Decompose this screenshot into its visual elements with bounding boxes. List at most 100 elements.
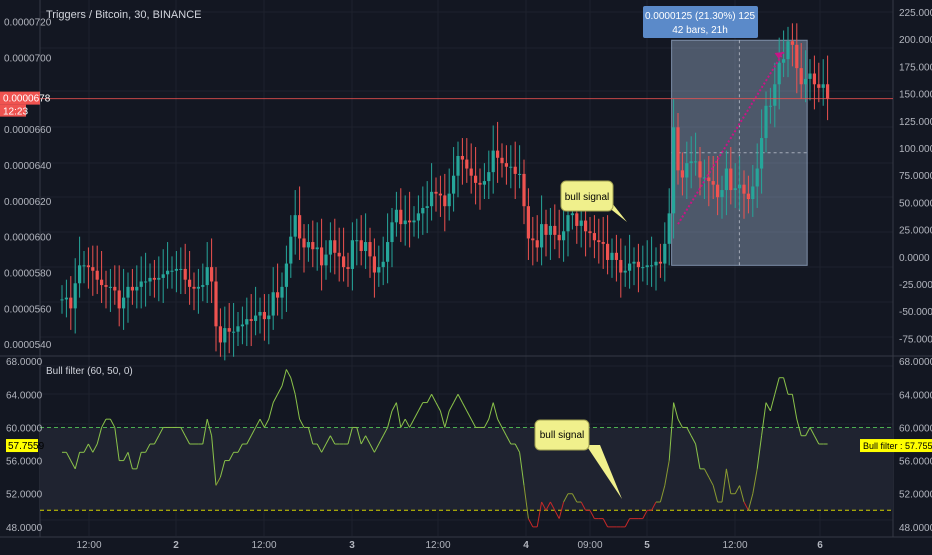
- indicator-segment: [739, 485, 745, 503]
- candle-body: [350, 240, 354, 269]
- indicator-segment: [492, 402, 499, 420]
- right-tick-label: 150.0000: [899, 90, 932, 101]
- candle-body: [69, 297, 73, 309]
- chart-title: Triggers / Bitcoin, 30, BINANCE: [46, 9, 202, 21]
- candle-body: [711, 181, 715, 185]
- indicator-segment: [127, 452, 133, 470]
- candle-body: [130, 286, 134, 291]
- candle-body: [636, 261, 640, 268]
- indicator-segment: [673, 402, 679, 420]
- indicator-segment: [805, 427, 811, 436]
- candle-body: [491, 150, 495, 173]
- ind-right-tick: 52.0000: [899, 490, 932, 501]
- indicator-segment: [329, 435, 336, 445]
- candle-body: [628, 263, 632, 271]
- candle-body: [623, 270, 627, 273]
- indicator-segment: [277, 385, 283, 395]
- indicator-segment: [536, 501, 543, 527]
- indicator-segment: [783, 377, 789, 395]
- indicator-segment: [721, 468, 727, 503]
- time-tick-label: 2: [173, 540, 179, 550]
- indicator-segment: [488, 402, 494, 420]
- candle-body: [179, 268, 183, 270]
- indicator-segment: [369, 443, 375, 453]
- callout-box: [534, 419, 590, 451]
- candle-body: [337, 252, 341, 257]
- ind-left-tag-text: 57.7559: [8, 441, 45, 452]
- candle-body: [408, 220, 412, 223]
- candle-body: [390, 222, 394, 243]
- indicator-segment: [158, 427, 164, 436]
- candle-body: [526, 206, 530, 239]
- candle-body: [773, 84, 777, 106]
- candle-body: [78, 265, 82, 284]
- candle-body: [113, 286, 117, 291]
- indicator-segment: [356, 427, 362, 445]
- candle-body: [271, 292, 275, 316]
- candle-body: [522, 173, 526, 207]
- right-tick-label: 100.0000: [899, 144, 932, 155]
- indicator-segment: [382, 427, 389, 436]
- candle-body: [619, 259, 623, 273]
- candle-body: [606, 243, 610, 260]
- candle-body: [223, 328, 227, 343]
- indicator-segment: [703, 468, 710, 478]
- time-tick-label: 5: [644, 540, 650, 550]
- candle-body: [707, 177, 711, 182]
- indicator-segment: [765, 402, 771, 412]
- indicator-segment: [387, 410, 393, 428]
- candle-body: [641, 267, 645, 269]
- candle-body: [804, 78, 808, 85]
- indicator-segment: [294, 394, 301, 420]
- indicator-segment: [153, 435, 160, 445]
- indicator-segment: [686, 427, 692, 436]
- candle-body: [183, 268, 187, 280]
- indicator-segment: [395, 402, 402, 428]
- candle-body: [381, 261, 385, 268]
- candle-body: [566, 215, 570, 232]
- indicator-segment: [263, 418, 270, 428]
- indicator-segment: [426, 394, 433, 403]
- indicator-segment: [761, 402, 767, 436]
- candle-body: [346, 267, 350, 269]
- candle-body: [540, 224, 544, 248]
- candle-body: [768, 105, 772, 107]
- indicator-segment: [87, 443, 94, 453]
- candle-body: [588, 231, 592, 234]
- ind-left-tick: 60.0000: [6, 423, 43, 434]
- candle-body: [610, 252, 614, 260]
- indicator-segment: [255, 418, 261, 428]
- indicator-segment: [747, 493, 754, 511]
- candle-body: [764, 105, 768, 139]
- candle-body: [122, 297, 126, 309]
- candle-body: [518, 173, 522, 175]
- indicator-segment: [483, 418, 490, 428]
- ind-left-tick: 64.0000: [6, 390, 43, 401]
- candle-body: [790, 41, 794, 45]
- candle-body: [210, 267, 214, 282]
- indicator-segment: [373, 443, 380, 453]
- measure-label-line2: 42 bars, 21h: [672, 25, 728, 36]
- indicator-segment: [813, 435, 820, 445]
- indicator-segment: [202, 419, 208, 445]
- candle-body: [254, 315, 258, 321]
- candle-body: [240, 324, 244, 327]
- indicator-segment: [259, 418, 265, 428]
- candle-body: [139, 281, 143, 287]
- candle-body: [311, 242, 315, 250]
- candle-body: [716, 184, 720, 198]
- candle-body: [443, 195, 447, 207]
- indicator-segment: [180, 427, 186, 436]
- measure-label-box: [643, 6, 758, 38]
- indicator-segment: [365, 435, 371, 445]
- indicator-segment: [453, 394, 459, 403]
- indicator-segment: [325, 435, 331, 445]
- candle-body: [478, 182, 482, 185]
- indicator-segment: [505, 435, 512, 445]
- ind-right-tick: 48.0000: [899, 523, 932, 534]
- candle-body: [368, 242, 372, 257]
- indicator-segment: [708, 476, 714, 486]
- indicator-segment: [321, 443, 327, 453]
